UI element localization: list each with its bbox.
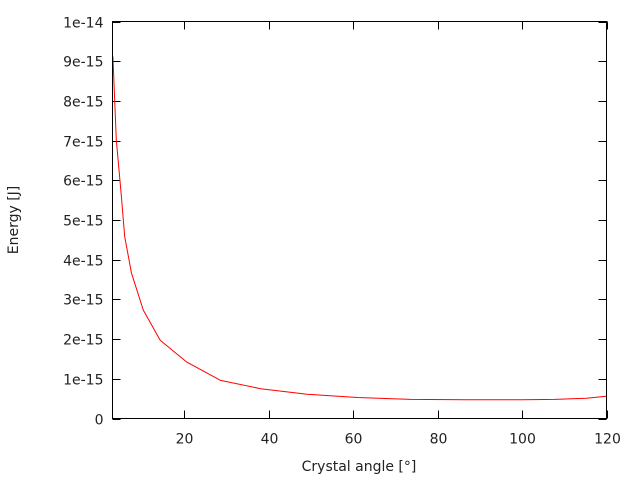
energy-series-line	[112, 56, 607, 401]
y-tick-label: 8e-15	[63, 95, 103, 111]
y-tick-label: 6e-15	[63, 174, 103, 190]
y-axis-label: Energy [J]	[6, 186, 22, 255]
x-axis-label: Crystal angle [°]	[302, 459, 417, 475]
y-tick-label: 9e-15	[63, 55, 103, 71]
plot-border	[112, 21, 607, 419]
x-tick-label: 100	[509, 432, 536, 448]
y-tick-label: 5e-15	[63, 214, 103, 230]
x-tick-label: 20	[176, 432, 194, 448]
x-tick-label: 80	[430, 432, 448, 448]
y-tick-label: 2e-15	[63, 333, 103, 349]
x-tick-label: 120	[594, 432, 621, 448]
y-tick-label: 7e-15	[63, 135, 103, 151]
y-tick-label: 1e-14	[63, 16, 103, 32]
y-tick-label: 1e-15	[63, 373, 103, 389]
x-tick-label: 60	[345, 432, 363, 448]
x-tick-label: 40	[261, 432, 279, 448]
y-tick-label: 3e-15	[63, 293, 103, 309]
y-tick-label: 4e-15	[63, 254, 103, 270]
y-tick-label: 0	[95, 413, 104, 429]
